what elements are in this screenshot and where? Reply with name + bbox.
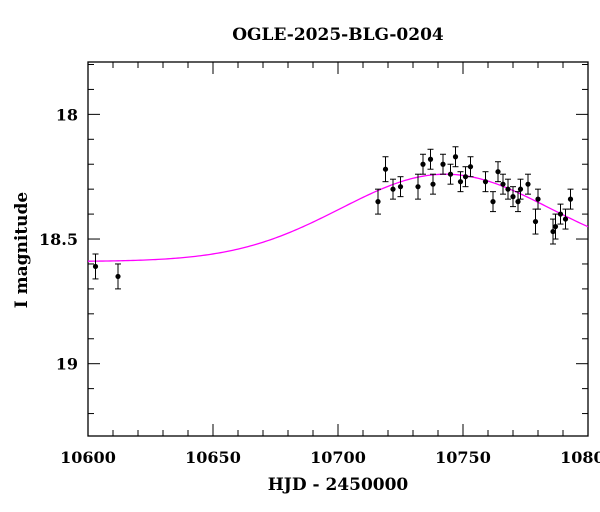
data-point [397,184,404,190]
x-tick-label: 10750 [435,448,491,467]
data-point [467,164,474,170]
data-point [440,161,446,167]
data-point [115,273,121,280]
data-point [495,169,501,175]
data-point [557,211,564,217]
data-point [462,174,469,180]
data-point [430,181,436,187]
data-point [92,263,99,270]
data-point [390,186,396,192]
data-point [525,181,531,187]
data-point [567,196,574,202]
data-point [562,216,569,222]
plot-frame [87,61,589,437]
data-point [515,199,521,205]
data-point [505,186,511,192]
data-point [532,218,539,225]
x-tick-label: 10600 [60,448,116,467]
data-point [375,199,381,205]
x-tick-label: 10700 [310,448,366,467]
data-point [510,194,516,200]
x-tick-label: 10650 [185,448,241,467]
y-tick-label: 18.5 [39,230,78,249]
x-axis-label: HJD - 2450000 [268,475,409,495]
chart-title: OGLE-2025-BLG-0204 [232,25,444,45]
data-point [550,228,556,235]
data-point [382,166,389,172]
x-tick-label: 10800 [560,448,600,467]
data-point [415,184,421,190]
data-point [535,196,541,202]
plot-area: 10600 10650 10700 10750 10800 18 18.5 19 [39,61,600,467]
data-point [490,199,496,205]
data-point [457,179,464,185]
data-point [420,161,426,167]
y-tick-label: 18 [56,105,78,124]
data-point [447,171,454,177]
data-point [500,181,506,187]
y-tick-label: 19 [56,355,78,374]
data-point [452,154,459,160]
data-point [517,186,524,192]
model-curve [87,173,589,262]
y-axis-label: I magnitude [12,192,32,309]
data-point [482,179,489,185]
data-point [552,223,559,230]
data-point [427,156,434,162]
